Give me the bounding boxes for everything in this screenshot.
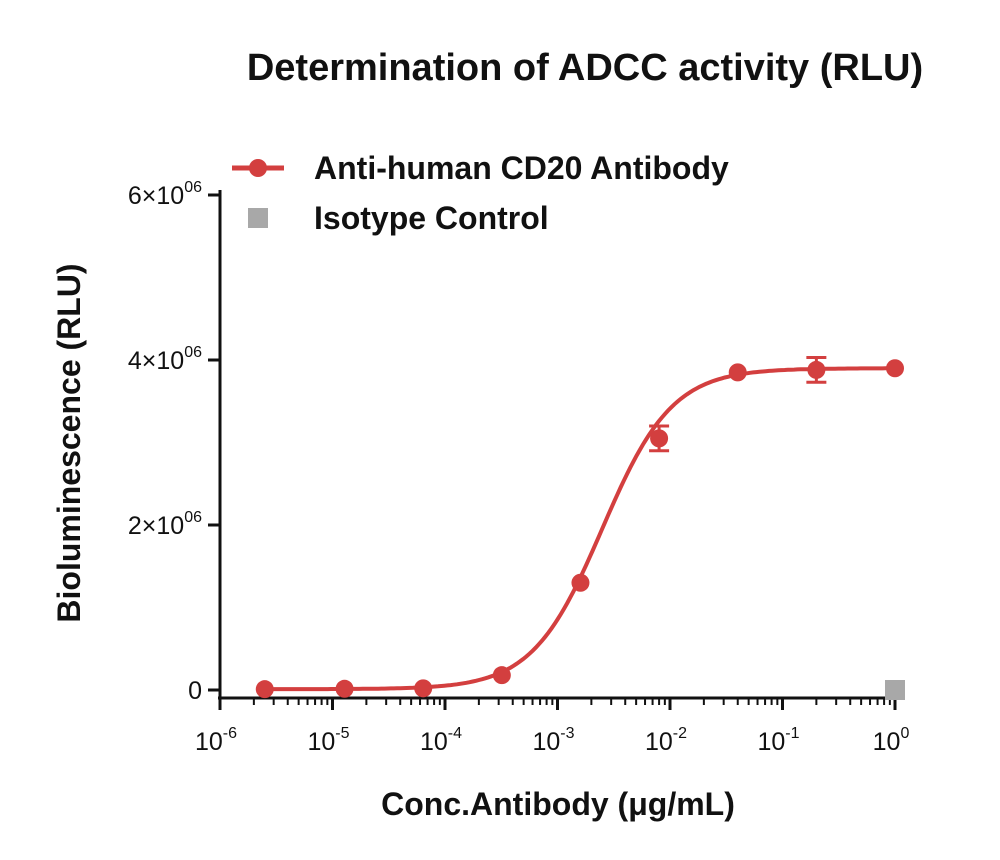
data-point-anti-cd20	[650, 429, 669, 448]
data-point-anti-cd20	[886, 359, 904, 378]
data-point-anti-cd20	[255, 680, 274, 699]
y-tick-label: 4×1006	[128, 344, 202, 375]
data-point-anti-cd20	[571, 573, 590, 592]
data-point-anti-cd20	[492, 666, 511, 685]
y-tick-label: 0	[188, 677, 202, 705]
data-point-anti-cd20	[414, 679, 433, 698]
legend-marker-anti-cd20	[249, 159, 267, 177]
data-point-anti-cd20	[335, 679, 354, 698]
x-tick-label: 10-4	[420, 725, 462, 756]
x-tick-label: 10-1	[757, 725, 799, 756]
y-tick-label: 2×1006	[128, 509, 202, 540]
data-point-anti-cd20	[807, 360, 826, 379]
x-tick-label: 10-2	[645, 725, 687, 756]
legend: Anti-human CD20 Antibody Isotype Control	[232, 150, 729, 236]
x-tick-label: 10-6	[195, 725, 237, 756]
legend-label: Isotype Control	[314, 200, 549, 236]
x-tick-label: 100	[873, 725, 910, 756]
x-axis-title: Conc.Antibody (μg/mL)	[381, 786, 735, 822]
x-tick-label: 10-5	[307, 725, 349, 756]
x-tick-label: 10-3	[532, 725, 574, 756]
y-tick-label: 6×1006	[128, 179, 202, 210]
plot-area	[255, 356, 905, 700]
legend-label: Anti-human CD20 Antibody	[314, 150, 729, 186]
fit-curve-anti-cd20	[264, 366, 895, 692]
data-point-anti-cd20	[728, 363, 747, 382]
data-point-isotype-control	[885, 680, 905, 700]
legend-marker-isotype-control	[248, 208, 268, 228]
chart-title: Determination of ADCC activity (RLU)	[247, 47, 923, 89]
y-axis-title: Bioluminescence (RLU)	[51, 263, 87, 622]
axes: 0 2×1006 4×1006 6×1006 10-6 10-5 10-4 10-3 10-2 1…	[128, 179, 910, 756]
